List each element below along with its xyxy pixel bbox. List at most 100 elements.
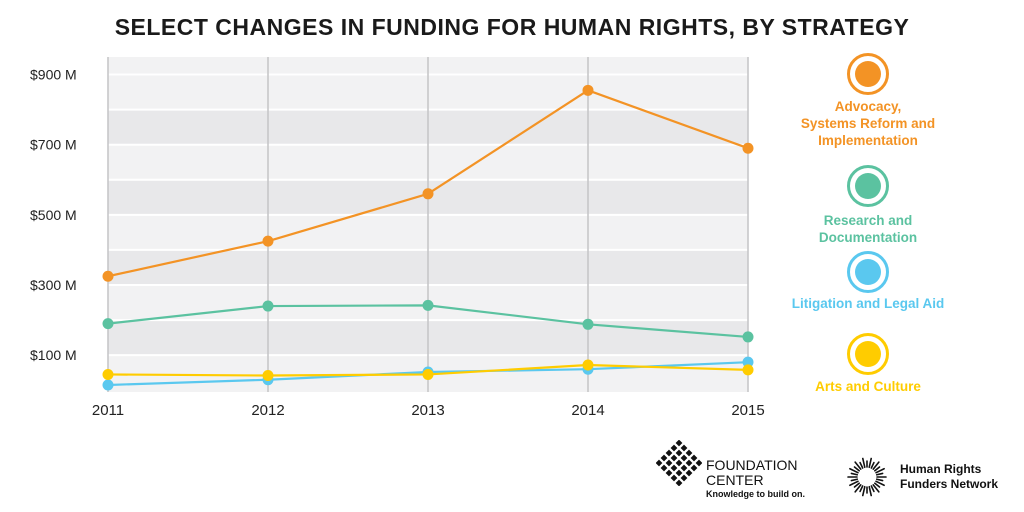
foundation-center-tagline: Knowledge to build on. bbox=[706, 489, 805, 499]
chart-title: SELECT CHANGES IN FUNDING FOR HUMAN RIGH… bbox=[114, 14, 910, 40]
logo-ray bbox=[850, 472, 859, 476]
data-point bbox=[422, 188, 434, 200]
x-tick-label: 2013 bbox=[411, 402, 444, 419]
sunburst-icon bbox=[847, 457, 887, 497]
data-point bbox=[102, 368, 114, 380]
logo-ray bbox=[850, 478, 859, 482]
y-tick-label: $700 M bbox=[30, 137, 77, 153]
series-0 bbox=[102, 84, 754, 282]
x-tick-label: 2012 bbox=[251, 402, 284, 419]
logo-ray bbox=[853, 466, 860, 472]
logo-ray bbox=[854, 484, 862, 493]
vertical-gridlines bbox=[107, 57, 749, 392]
legend-label: Arts and Culture bbox=[815, 379, 921, 394]
data-point bbox=[422, 299, 434, 311]
legend-marker-icon bbox=[847, 251, 889, 293]
logo-dot bbox=[675, 459, 683, 467]
foundation-center-logo: FOUNDATION CENTER Knowledge to build on. bbox=[656, 438, 816, 500]
logo-ray bbox=[875, 467, 885, 474]
logo-dot bbox=[675, 469, 683, 477]
foundation-center-diamond-icon bbox=[656, 440, 702, 486]
x-tick-label: 2011 bbox=[92, 402, 124, 419]
logo-ray bbox=[875, 472, 884, 476]
logo-ray bbox=[874, 466, 881, 472]
hrfn-name: Human Rights Funders Network bbox=[900, 462, 999, 491]
y-tick-label: $900 M bbox=[30, 67, 77, 83]
logo-ray bbox=[861, 457, 866, 469]
data-point bbox=[262, 235, 274, 247]
logo-dot bbox=[675, 449, 683, 457]
logo-dot bbox=[670, 454, 678, 462]
logo-ray bbox=[875, 480, 885, 487]
logo-ray bbox=[853, 482, 860, 488]
logo-ray bbox=[872, 461, 880, 470]
logo-dot bbox=[675, 479, 683, 486]
data-point bbox=[102, 270, 114, 282]
data-point bbox=[582, 359, 594, 371]
logo-ray bbox=[870, 485, 875, 493]
logo-ray bbox=[868, 457, 873, 469]
legend-dot bbox=[855, 173, 881, 199]
legend-dot bbox=[855, 259, 881, 285]
data-point bbox=[102, 318, 114, 330]
logo-dot bbox=[660, 454, 668, 462]
logo-dot bbox=[665, 469, 673, 477]
logo-ray bbox=[861, 485, 866, 497]
data-point bbox=[742, 142, 754, 154]
hrfn-logo: Human Rights Funders Network bbox=[846, 456, 1016, 500]
series-3 bbox=[102, 359, 754, 382]
y-axis: $900 M $700 M $500 M $300 M $100 M bbox=[30, 67, 77, 364]
logo-dot bbox=[695, 459, 702, 467]
logo-dot bbox=[690, 454, 698, 462]
data-point bbox=[102, 379, 114, 391]
legend-label: Litigation and Legal Aid bbox=[791, 296, 945, 311]
legend-label: Research and Documentation bbox=[818, 213, 918, 245]
logo-ray bbox=[854, 461, 862, 470]
logo-ray bbox=[875, 478, 884, 482]
data-point bbox=[262, 370, 274, 382]
logo-dot bbox=[670, 444, 678, 452]
series-lines bbox=[102, 84, 754, 391]
data-point bbox=[582, 318, 594, 330]
logo-dot bbox=[660, 464, 668, 472]
data-point bbox=[262, 300, 274, 312]
logo-ray bbox=[870, 461, 875, 469]
logo-ray bbox=[868, 485, 873, 497]
logo-dot bbox=[670, 474, 678, 482]
logo-ray bbox=[874, 482, 881, 488]
data-point bbox=[742, 331, 754, 343]
foundation-center-name: FOUNDATION CENTER bbox=[706, 457, 798, 488]
logo-dot bbox=[656, 459, 663, 467]
legend-marker-icon bbox=[847, 165, 889, 207]
data-point bbox=[742, 364, 754, 376]
x-axis: 2011 2012 2013 2014 2015 bbox=[92, 402, 765, 419]
y-tick-label: $500 M bbox=[30, 207, 77, 223]
logo-dot bbox=[685, 449, 693, 457]
legend-ring bbox=[847, 251, 889, 293]
logo-ray bbox=[872, 484, 880, 493]
x-tick-label: 2014 bbox=[571, 402, 604, 419]
data-point bbox=[582, 84, 594, 96]
logo-dot bbox=[665, 449, 673, 457]
logo-dot bbox=[680, 444, 688, 452]
legend-ring bbox=[847, 53, 889, 95]
logo-dot bbox=[680, 454, 688, 462]
y-tick-label: $300 M bbox=[30, 277, 77, 293]
logo-ray bbox=[849, 480, 859, 487]
legend-ring bbox=[847, 333, 889, 375]
legend-marker-icon bbox=[847, 333, 889, 375]
logo-ray bbox=[849, 467, 859, 474]
series-1 bbox=[102, 299, 754, 343]
legend-label: Advocacy, Systems Reform and Implementat… bbox=[800, 99, 936, 148]
legend-ring bbox=[847, 165, 889, 207]
legend-dot bbox=[855, 341, 881, 367]
logo-dot bbox=[690, 464, 698, 472]
logo-dot bbox=[680, 464, 688, 472]
logo-ray bbox=[859, 461, 864, 469]
data-point bbox=[422, 368, 434, 380]
logo-dot bbox=[685, 469, 693, 477]
logo-dot bbox=[665, 459, 673, 467]
x-tick-label: 2015 bbox=[731, 402, 764, 419]
logo-dot bbox=[680, 474, 688, 482]
